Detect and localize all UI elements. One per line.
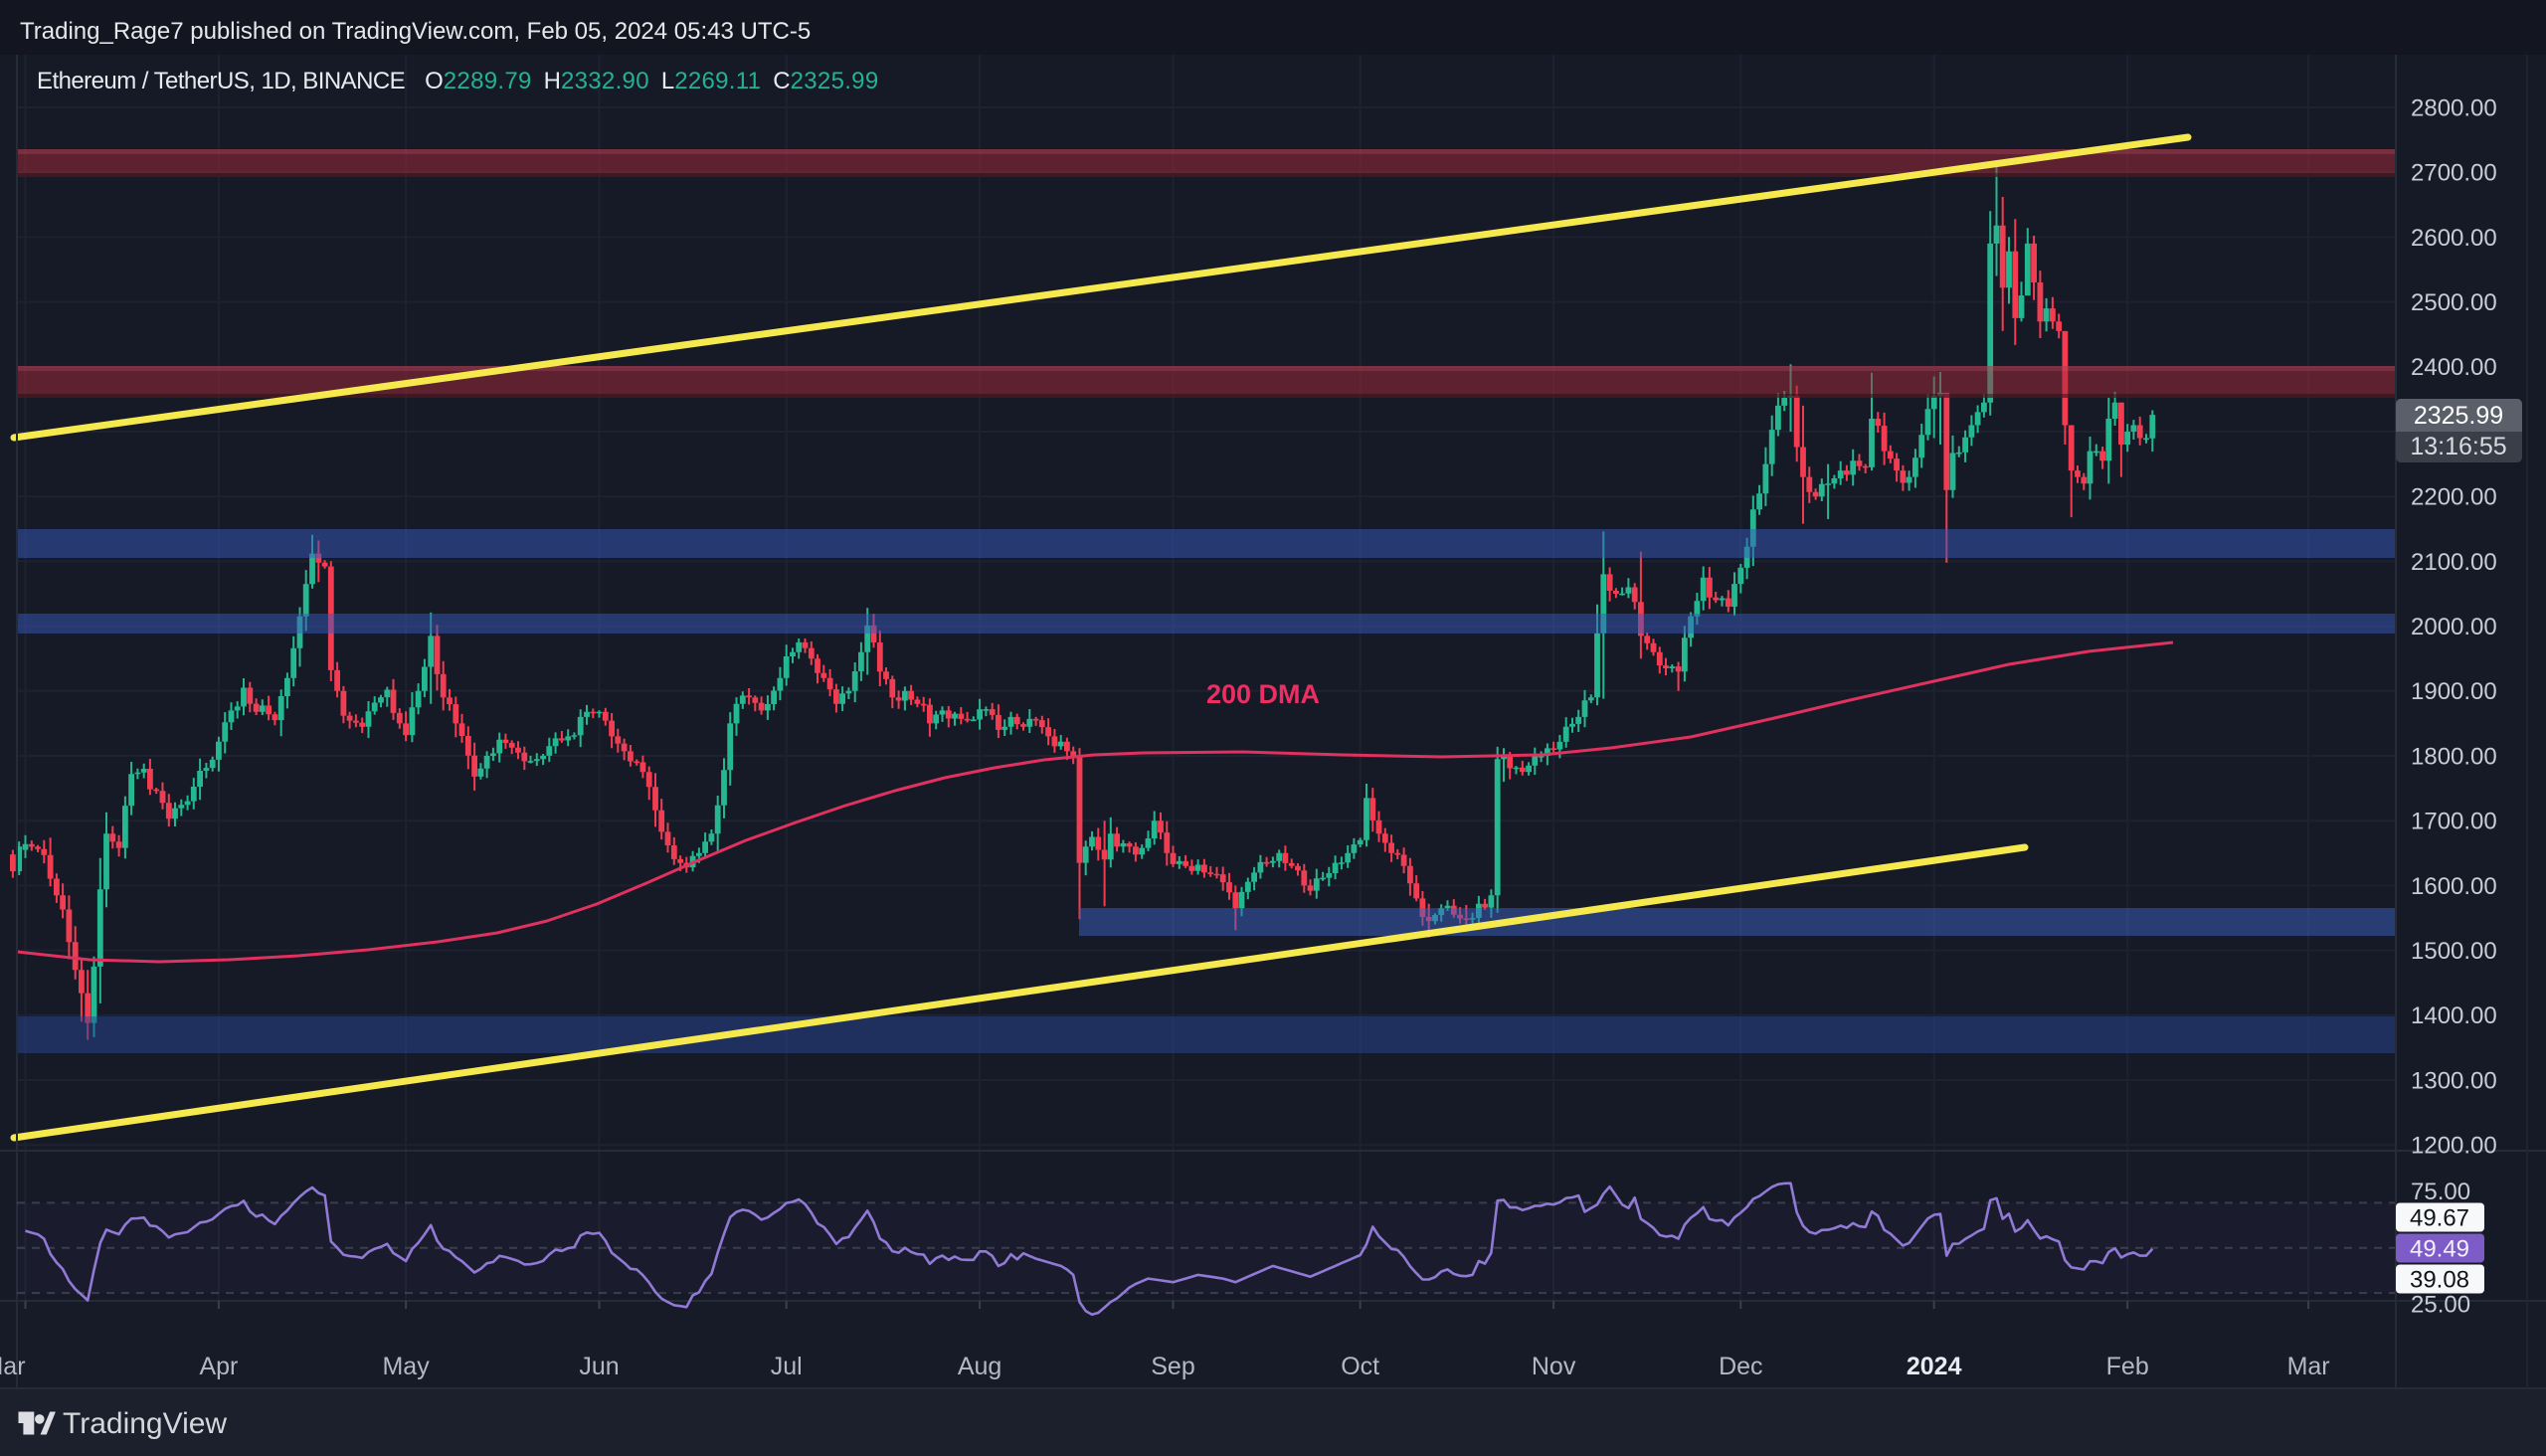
svg-text:2800.00: 2800.00 xyxy=(2411,94,2497,121)
svg-text:1700.00: 1700.00 xyxy=(2411,809,2497,835)
svg-text:Mar: Mar xyxy=(0,1353,26,1380)
svg-text:Nov: Nov xyxy=(1532,1353,1576,1380)
svg-text:49.67: 49.67 xyxy=(2410,1205,2469,1232)
svg-text:2200.00: 2200.00 xyxy=(2411,484,2497,511)
svg-text:Apr: Apr xyxy=(199,1353,238,1380)
svg-text:Oct: Oct xyxy=(1341,1353,1379,1380)
svg-text:Jul: Jul xyxy=(771,1353,803,1380)
svg-text:49.49: 49.49 xyxy=(2410,1236,2469,1263)
svg-text:1400.00: 1400.00 xyxy=(2411,1002,2497,1029)
svg-text:2000.00: 2000.00 xyxy=(2411,614,2497,640)
svg-text:2500.00: 2500.00 xyxy=(2411,289,2497,316)
svg-text:1300.00: 1300.00 xyxy=(2411,1067,2497,1094)
svg-text:13:16:55: 13:16:55 xyxy=(2410,433,2506,460)
svg-text:25.00: 25.00 xyxy=(2411,1292,2470,1319)
svg-text:2600.00: 2600.00 xyxy=(2411,225,2497,252)
svg-text:TradingView: TradingView xyxy=(63,1407,227,1440)
svg-text:Dec: Dec xyxy=(1719,1353,1762,1380)
svg-text:Trading_Rage7 published on Tra: Trading_Rage7 published on TradingView.c… xyxy=(20,18,811,45)
svg-text:2325.99: 2325.99 xyxy=(2414,402,2503,430)
svg-text:75.00: 75.00 xyxy=(2411,1179,2470,1205)
svg-text:1900.00: 1900.00 xyxy=(2411,678,2497,705)
svg-text:1800.00: 1800.00 xyxy=(2411,743,2497,770)
svg-text:May: May xyxy=(382,1353,430,1380)
svg-text:Ethereum / TetherUS, 1D, BINAN: Ethereum / TetherUS, 1D, BINANCE O2289.79… xyxy=(37,68,878,94)
svg-text:1200.00: 1200.00 xyxy=(2411,1133,2497,1160)
svg-text:Aug: Aug xyxy=(958,1353,1001,1380)
svg-text:Feb: Feb xyxy=(2106,1353,2149,1380)
svg-text:Mar: Mar xyxy=(2287,1353,2330,1380)
svg-text:200 DMA: 200 DMA xyxy=(1206,679,1320,709)
svg-text:1500.00: 1500.00 xyxy=(2411,938,2497,965)
svg-text:Jun: Jun xyxy=(579,1353,619,1380)
svg-text:39.08: 39.08 xyxy=(2410,1267,2469,1294)
svg-text:2400.00: 2400.00 xyxy=(2411,354,2497,381)
svg-text:2024: 2024 xyxy=(1907,1353,1962,1380)
svg-text:1600.00: 1600.00 xyxy=(2411,873,2497,900)
svg-text:2100.00: 2100.00 xyxy=(2411,549,2497,576)
svg-text:2700.00: 2700.00 xyxy=(2411,160,2497,187)
svg-text:Sep: Sep xyxy=(1151,1353,1194,1380)
